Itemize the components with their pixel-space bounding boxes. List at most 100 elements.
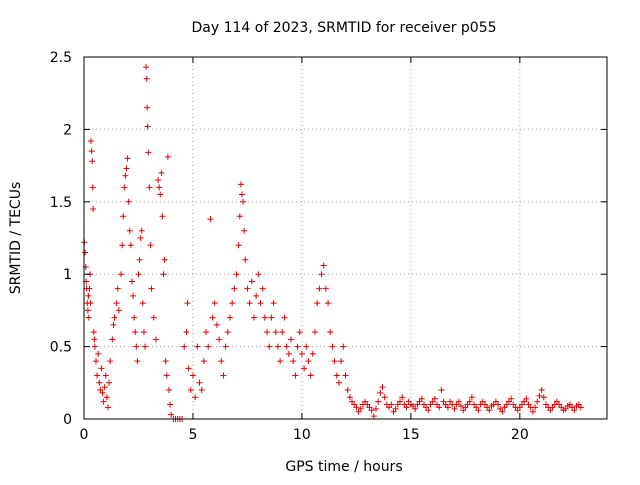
data-point — [125, 198, 132, 205]
data-point — [88, 148, 95, 155]
data-point — [211, 300, 218, 307]
data-point — [122, 172, 129, 179]
x-tick-label: 5 — [188, 427, 197, 443]
data-point — [285, 350, 292, 357]
data-point — [161, 256, 168, 263]
data-point — [274, 343, 281, 350]
data-point — [392, 405, 399, 412]
y-tick-label: 1 — [63, 267, 72, 283]
data-point — [381, 394, 388, 401]
data-point — [475, 407, 482, 414]
data-point — [143, 75, 150, 82]
data-point — [165, 387, 172, 394]
data-point — [436, 404, 443, 411]
data-point — [120, 213, 127, 220]
data-point — [335, 379, 342, 386]
chart-title: Day 114 of 2023, SRMTID for receiver p05… — [191, 20, 496, 36]
x-tick-label: 15 — [402, 427, 420, 443]
data-point — [196, 379, 203, 386]
y-tick-label: 2 — [63, 122, 72, 138]
plot-frame — [83, 56, 608, 420]
data-point — [261, 314, 268, 321]
data-point — [403, 404, 410, 411]
data-point — [128, 278, 135, 285]
data-point — [455, 398, 462, 405]
data-point — [142, 343, 149, 350]
data-point — [294, 343, 301, 350]
data-point — [99, 389, 106, 396]
data-point — [130, 292, 137, 299]
data-point — [205, 343, 212, 350]
data-point — [95, 350, 102, 357]
data-point — [236, 213, 243, 220]
data-point — [144, 123, 151, 130]
x-tick-label: 20 — [511, 427, 529, 443]
data-point — [325, 300, 332, 307]
data-point — [104, 404, 111, 411]
data-point — [159, 213, 166, 220]
data-point — [138, 227, 145, 234]
data-point — [96, 379, 103, 386]
data-point — [290, 358, 297, 365]
data-point — [270, 300, 277, 307]
y-axis-label: SRMTID / TECUs — [8, 182, 24, 295]
data-point — [316, 285, 323, 292]
data-point — [534, 398, 541, 405]
data-point — [194, 343, 201, 350]
data-point — [135, 271, 142, 278]
data-point — [303, 343, 310, 350]
data-point — [322, 285, 329, 292]
data-point — [160, 271, 167, 278]
data-point — [536, 392, 543, 399]
data-point — [91, 336, 98, 343]
data-point — [379, 384, 386, 391]
data-point — [283, 343, 290, 350]
data-point — [106, 379, 113, 386]
data-point — [242, 256, 249, 263]
data-point — [222, 343, 229, 350]
y-tick-label: 0 — [63, 412, 72, 428]
data-point — [418, 395, 425, 402]
data-point — [320, 262, 327, 269]
data-point — [131, 314, 138, 321]
data-point — [147, 242, 154, 249]
data-point — [134, 358, 141, 365]
data-point — [140, 329, 147, 336]
y-tick-label: 0.5 — [50, 340, 72, 356]
data-point — [124, 155, 131, 162]
data-point — [486, 407, 493, 414]
data-point — [167, 401, 174, 408]
data-point — [241, 227, 248, 234]
data-point — [137, 235, 144, 241]
data-point — [126, 227, 133, 234]
data-point — [375, 398, 382, 405]
data-point — [100, 398, 107, 405]
y-tick-label: 2.5 — [50, 50, 72, 66]
data-point — [156, 184, 163, 191]
data-point — [279, 329, 286, 336]
data-point — [288, 336, 295, 343]
grid-layer — [84, 57, 607, 419]
data-point — [181, 343, 188, 350]
data-point — [508, 395, 515, 402]
data-point — [145, 149, 152, 156]
data-point — [158, 169, 165, 176]
data-point — [127, 242, 134, 249]
data-point — [438, 387, 445, 394]
data-point — [133, 343, 140, 350]
data-point — [119, 242, 126, 249]
x-axis-label: GPS time / hours — [285, 459, 402, 475]
data-point — [331, 358, 338, 365]
data-point — [183, 329, 190, 336]
data-point — [333, 372, 340, 379]
data-point — [85, 292, 92, 299]
data-point — [107, 358, 114, 365]
data-point — [457, 402, 464, 409]
data-point — [121, 184, 128, 191]
data-point — [101, 384, 108, 391]
data-point — [377, 389, 384, 396]
y-tick-label: 1.5 — [50, 195, 72, 211]
data-point — [540, 394, 547, 401]
data-point — [281, 314, 288, 321]
